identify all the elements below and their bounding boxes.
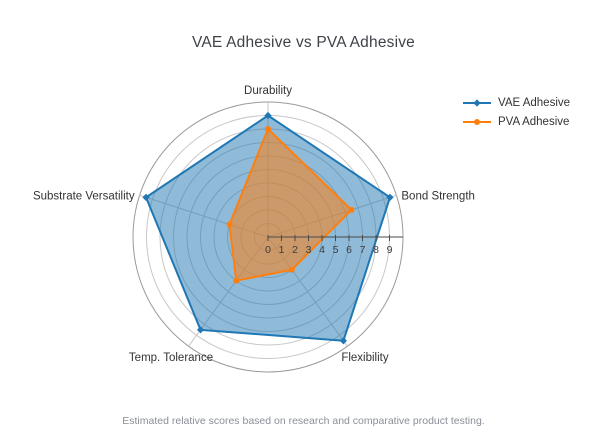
radial-tick-label: 0: [265, 244, 271, 256]
legend-item-vae-adhesive[interactable]: VAE Adhesive: [462, 97, 570, 109]
marker-vae-adhesive: [339, 337, 347, 345]
radial-tick-label: 3: [306, 244, 312, 256]
axis-label-flexibility: Flexibility: [341, 352, 389, 364]
radial-tick-label: 7: [360, 244, 366, 256]
radial-tick-label: 5: [333, 244, 339, 256]
legend-label: PVA Adhesive: [498, 116, 570, 128]
marker-pva-adhesive: [348, 206, 355, 213]
legend-item-pva-adhesive[interactable]: PVA Adhesive: [462, 116, 570, 128]
radial-tick-label: 4: [319, 244, 325, 256]
axis-label-durability: Durability: [244, 85, 292, 97]
radial-tick-label: 9: [387, 244, 393, 256]
legend-swatch-circle-icon: [463, 119, 491, 125]
series-polygon-pva-adhesive: [228, 128, 353, 282]
axis-label-temp-tolerance: Temp. Tolerance: [129, 352, 213, 364]
marker-vae-adhesive: [264, 111, 272, 120]
marker-pva-adhesive: [226, 221, 233, 228]
legend-label: VAE Adhesive: [498, 97, 571, 109]
radial-tick-label: 1: [279, 244, 285, 256]
axis-label-bond-strength: Bond Strength: [401, 190, 475, 202]
chart-caption: Estimated relative scores based on resea…: [122, 415, 485, 427]
marker-vae-adhesive: [386, 193, 394, 201]
radial-tick-label: 6: [346, 244, 352, 256]
axis-label-substrate-versatility: Substrate Versatility: [33, 190, 135, 202]
marker-vae-adhesive: [196, 326, 205, 334]
marker-pva-adhesive: [288, 266, 295, 273]
marker-vae-adhesive: [142, 193, 150, 201]
chart-title: VAE Adhesive vs PVA Adhesive: [191, 34, 416, 51]
legend: VAE Adhesive PVA Adhesive: [462, 97, 570, 128]
marker-pva-adhesive: [265, 126, 271, 132]
legend-swatch-diamond-icon: [463, 99, 491, 107]
radial-tick-label: 2: [292, 244, 298, 256]
radial-tick-label: 8: [373, 244, 379, 256]
marker-pva-adhesive: [233, 277, 240, 284]
